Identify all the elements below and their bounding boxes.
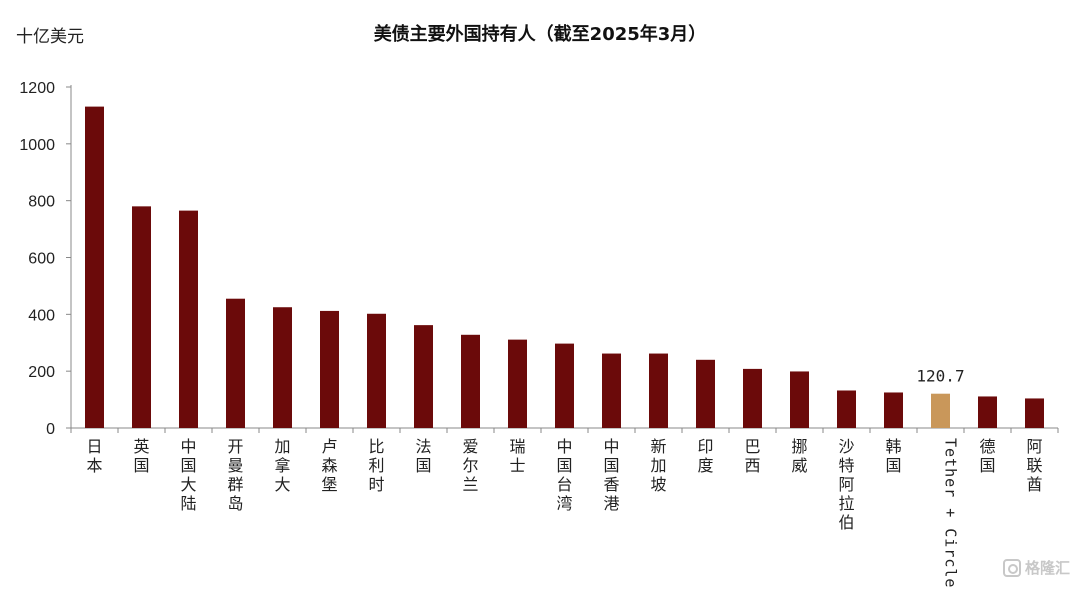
bar-12 (649, 353, 668, 428)
category-label: 日本 (86, 437, 102, 475)
category-label: 爱尔兰 (462, 437, 478, 494)
y-tick-label: 400 (28, 307, 55, 324)
y-axis-unit: 十亿美元 (16, 27, 84, 47)
bar-8 (461, 334, 480, 428)
watermark: 格隆汇 (1002, 557, 1070, 578)
y-tick-label: 800 (28, 194, 55, 211)
bar-11 (602, 353, 621, 428)
bar-9 (508, 339, 527, 428)
category-label: 开曼群岛 (227, 437, 243, 513)
category-label: 卢森堡 (321, 437, 337, 494)
bar-6 (367, 313, 386, 428)
category-label: 英国 (133, 437, 149, 475)
bar-18 (931, 393, 950, 428)
bar-14 (743, 368, 762, 428)
y-tick-label: 0 (46, 421, 55, 438)
category-label: 阿联酋 (1026, 437, 1042, 494)
category-label: Tether + Circle (942, 438, 960, 588)
category-label: 巴西 (744, 437, 760, 475)
bar-10 (555, 343, 574, 428)
category-label: 印度 (697, 437, 713, 475)
data-label: 120.7 (916, 367, 964, 386)
y-tick-label: 600 (28, 251, 55, 268)
bar-20 (1025, 398, 1044, 428)
chart-title: 美债主要外国持有人（截至2025年3月） (373, 24, 707, 45)
bar-16 (837, 390, 856, 428)
bar-5 (320, 310, 339, 428)
bar-1 (132, 206, 151, 428)
bar-2 (179, 210, 198, 428)
category-label: 挪威 (791, 437, 807, 475)
category-label: 新加坡 (650, 437, 666, 494)
gelonghui-logo-icon (1002, 558, 1021, 577)
category-label: 法国 (415, 437, 431, 475)
y-tick-label: 200 (28, 364, 55, 381)
bar-7 (414, 325, 433, 428)
category-label: 中国大陆 (180, 437, 196, 513)
bar-19 (978, 396, 997, 428)
bar-17 (884, 392, 903, 428)
bar-0 (85, 106, 104, 429)
category-label: 比利时 (368, 437, 384, 494)
category-label: 德国 (979, 437, 995, 475)
category-label: 韩国 (885, 437, 901, 475)
y-tick-label: 1200 (19, 80, 55, 97)
category-label: 瑞士 (509, 437, 525, 475)
bar-3 (226, 298, 245, 428)
y-tick-label: 1000 (19, 137, 55, 154)
category-label: 沙特阿拉伯 (838, 437, 854, 532)
bar-4 (273, 307, 292, 428)
category-label: 加拿大 (274, 437, 290, 494)
category-label: 中国台湾 (556, 437, 572, 513)
watermark-text: 格隆汇 (1024, 559, 1070, 577)
category-label: 中国香港 (603, 437, 619, 513)
bar-15 (790, 371, 809, 428)
bar-13 (696, 359, 715, 428)
